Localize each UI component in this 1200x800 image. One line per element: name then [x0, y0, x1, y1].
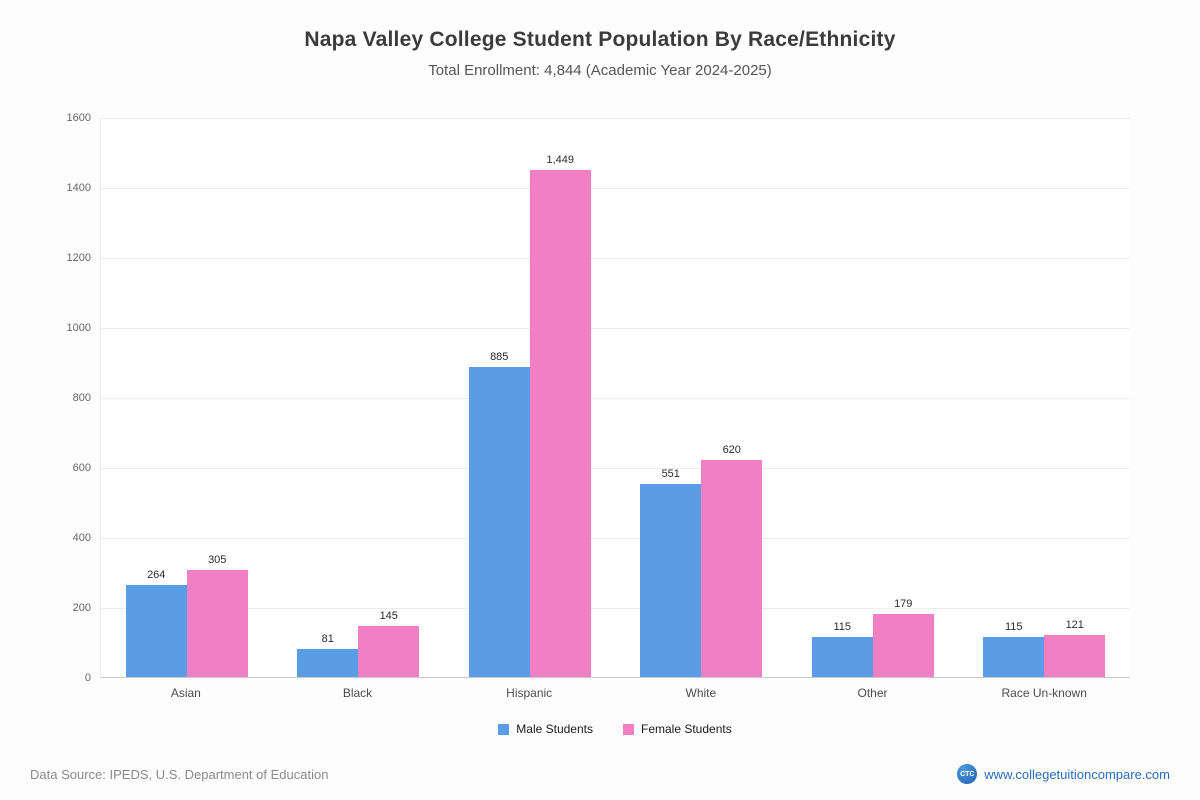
bar	[468, 367, 530, 677]
gridline	[101, 468, 1130, 469]
y-axis-tick-label: 0	[84, 672, 91, 684]
gridline	[101, 118, 1130, 119]
bar-value-label: 145	[379, 610, 398, 623]
legend-item-male: Male Students	[498, 722, 593, 736]
bar-column: 145	[358, 610, 420, 677]
male-legend-swatch-icon	[498, 723, 510, 735]
bar-column: 620	[701, 444, 763, 677]
bar-group: 885 1,449	[444, 118, 616, 677]
bar-column: 115	[983, 620, 1045, 677]
y-axis-tick-label: 1200	[66, 252, 91, 264]
bar-group: 81 145	[273, 118, 445, 677]
ctc-logo-icon[interactable]: CTC	[957, 764, 978, 784]
bar-group: 115 179	[787, 118, 959, 677]
gridline	[101, 328, 1130, 329]
bar-value-label: 1,449	[546, 153, 575, 166]
bar-value-label: 620	[722, 444, 741, 456]
bar	[983, 636, 1045, 677]
bar-column: 121	[1044, 618, 1106, 677]
y-axis-tick-label: 1000	[66, 322, 91, 334]
y-axis-tick-label: 800	[72, 392, 91, 404]
data-source-text: Data Source: IPEDS, U.S. Department of E…	[30, 766, 329, 782]
gridline	[101, 608, 1130, 609]
bar	[186, 570, 248, 677]
x-axis-labels: Asian Black Hispanic White Other Race Un-know…	[100, 686, 1130, 700]
bar-group: 551 620	[616, 118, 788, 677]
bar	[811, 636, 873, 677]
bar-value-label: 115	[833, 620, 852, 633]
gridline	[101, 538, 1130, 539]
bar-chart: 0 200 400 600 800 1000 1200 1400 1600 264 305 81 145…	[67, 112, 1130, 736]
bar-column: 264	[125, 568, 187, 677]
x-axis-label: Race Un-known	[1001, 686, 1087, 700]
bar-column: 885	[468, 351, 530, 677]
legend-label-male: Male Students	[516, 722, 593, 736]
site-link-text[interactable]: www.collegetuitioncompare.com	[984, 766, 1170, 782]
x-axis-label: White	[685, 686, 717, 700]
y-axis-tick-label: 600	[72, 462, 91, 474]
bar-value-label: 121	[1065, 618, 1084, 631]
legend-item-female: Female Students	[623, 722, 732, 736]
footer: Data Source: IPEDS, U.S. Department of E…	[30, 764, 1170, 784]
bar-column: 179	[872, 598, 934, 677]
bar	[701, 460, 763, 677]
y-axis-tick-label: 1400	[66, 182, 91, 194]
chart-header: Napa Valley College Student Population B…	[0, 0, 1200, 79]
gridline	[101, 258, 1130, 259]
x-axis-label: Asian	[170, 686, 201, 700]
y-axis-tick-label: 400	[72, 532, 91, 544]
bar-column: 81	[297, 632, 359, 677]
y-axis-tick-label: 1600	[66, 112, 91, 124]
bar	[297, 648, 359, 677]
bar-value-label: 179	[894, 598, 913, 611]
bar-group: 264 305	[101, 118, 273, 677]
bar	[640, 484, 702, 677]
bar	[1044, 634, 1106, 677]
bar	[529, 169, 591, 677]
bar	[872, 614, 934, 677]
bar-value-label: 885	[490, 351, 509, 364]
female-legend-swatch-icon	[623, 723, 634, 735]
site-link[interactable]: CTC www.collegetuitioncompare.com	[957, 764, 1170, 784]
legend: Male Students Female Students	[100, 722, 1130, 736]
bar-group: 115 121	[959, 118, 1131, 677]
bar-value-label: 305	[208, 554, 227, 567]
bar-column: 115	[811, 620, 873, 677]
bar	[125, 584, 187, 677]
gridline	[101, 188, 1130, 189]
plot-area: 0 200 400 600 800 1000 1200 1400 1600 264 305 81 145…	[67, 112, 1130, 684]
bar	[358, 626, 420, 677]
bar-groups: 264 305 81 145 885 1,449 551 620 115 179 115 121	[101, 118, 1130, 677]
x-axis-label: Hispanic	[506, 686, 553, 700]
legend-label-female: Female Students	[641, 722, 732, 736]
bar-value-label: 264	[147, 568, 166, 581]
gridline	[101, 398, 1130, 399]
chart-title: Napa Valley College Student Population B…	[304, 28, 896, 51]
y-axis-tick-label: 200	[72, 602, 91, 614]
bar-value-label: 115	[1004, 620, 1023, 633]
chart-subtitle: Total Enrollment: 4,844 (Academic Year 2…	[428, 62, 772, 79]
x-axis-label: Black	[342, 686, 373, 700]
bar-column: 551	[640, 468, 702, 677]
bar-value-label: 551	[661, 468, 680, 481]
bar-column: 305	[186, 554, 248, 677]
bar-column: 1,449	[529, 153, 591, 677]
bar-value-label: 81	[321, 632, 334, 645]
x-axis-label: Other	[857, 686, 888, 700]
